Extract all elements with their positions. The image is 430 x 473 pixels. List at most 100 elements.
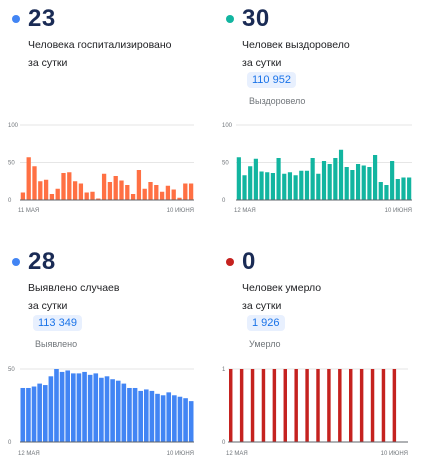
hospitalized-bar xyxy=(32,166,37,200)
recovered-y-tick-label: 100 xyxy=(222,123,233,129)
cases-y-tick-label: 50 xyxy=(8,367,15,373)
deaths-x-start-label: 12 МАЯ xyxy=(226,451,248,457)
hospitalized-bar xyxy=(125,185,130,200)
hospitalized-bar xyxy=(188,183,194,200)
deaths-bar xyxy=(272,369,277,442)
cases-bar xyxy=(110,379,115,442)
cases-bar xyxy=(115,380,121,442)
cases-bar xyxy=(104,376,110,442)
hospitalized-bar xyxy=(183,183,188,200)
cases-bar xyxy=(188,401,194,442)
recovered-bar xyxy=(259,171,264,200)
recovered-bar xyxy=(287,172,293,200)
recovered-bar xyxy=(361,165,366,200)
recovered-x-end-label: 10 ИЮНЯ xyxy=(385,208,412,214)
deaths-bar xyxy=(392,369,397,442)
cases-bar xyxy=(54,369,59,442)
cases-bar xyxy=(183,398,188,442)
hospitalized-header: 23 xyxy=(8,2,56,36)
hospitalized-panel: 23 Человека госпитализировано за сутки 1… xyxy=(8,0,208,230)
cases-total-label: Выявлено xyxy=(35,339,78,349)
deaths-header: 0 xyxy=(222,245,256,279)
hospitalized-bar xyxy=(72,181,78,200)
recovered-dot-icon xyxy=(226,15,234,23)
recovered-bar xyxy=(310,158,315,200)
hospitalized-bar xyxy=(107,182,113,200)
recovered-y-tick-label: 50 xyxy=(222,161,229,167)
cases-bar xyxy=(138,390,143,442)
recovered-bar xyxy=(390,161,395,200)
recovered-bar xyxy=(378,182,383,200)
hospitalized-bar xyxy=(171,189,176,200)
recovered-header: 30 xyxy=(222,2,270,36)
recovered-bar xyxy=(265,172,270,200)
cases-chart: 50 0 12 МАЯ 10 ИЮНЯ xyxy=(8,367,194,457)
deaths-bar xyxy=(381,369,386,442)
recovered-bar xyxy=(367,167,372,200)
deaths-bar xyxy=(370,369,375,442)
hospitalized-bar xyxy=(113,176,118,200)
recovered-bar xyxy=(236,157,241,200)
cases-bar xyxy=(82,371,87,442)
deaths-x-end-label: 10 ИЮНЯ xyxy=(381,451,408,457)
deaths-bar xyxy=(338,369,342,442)
hospitalized-caption-line1: Человека госпитализировано xyxy=(28,39,172,51)
hospitalized-bar xyxy=(26,157,31,200)
cases-bar xyxy=(93,373,99,442)
cases-x-end-label: 10 ИЮНЯ xyxy=(167,451,194,457)
cases-bar xyxy=(155,393,160,442)
deaths-total: 1 926 xyxy=(247,315,285,331)
cases-bar xyxy=(71,373,76,442)
recovered-bar xyxy=(384,185,389,200)
cases-bar xyxy=(143,389,149,442)
hospitalized-bar xyxy=(38,181,43,200)
cases-bar xyxy=(42,385,48,442)
hospitalized-caption: Человека госпитализировано за сутки xyxy=(28,36,172,72)
recovered-bar xyxy=(327,164,332,200)
hospitalized-bar xyxy=(154,185,159,200)
hospitalized-bar xyxy=(136,170,142,200)
deaths-total-label: Умерло xyxy=(249,339,281,349)
hospitalized-bar xyxy=(96,198,101,200)
recovered-bar xyxy=(299,170,304,200)
recovered-bar xyxy=(242,175,247,200)
cases-bar xyxy=(26,387,31,442)
cases-bar xyxy=(76,373,82,442)
deaths-bar xyxy=(283,369,287,442)
cases-caption: Выявлено случаев за сутки xyxy=(28,279,119,315)
deaths-value: 0 xyxy=(242,248,256,275)
deaths-y-tick-label: 1 xyxy=(222,367,226,373)
cases-bar xyxy=(59,371,65,442)
recovered-bar xyxy=(338,149,344,200)
recovered-bar xyxy=(333,158,338,200)
recovered-caption-line2: за сутки xyxy=(242,57,282,69)
recovered-caption-line1: Человек выздоровело xyxy=(242,39,350,51)
hospitalized-bar xyxy=(101,173,107,200)
cases-total: 113 349 xyxy=(33,315,82,331)
recovered-bar xyxy=(355,164,361,200)
recovered-bar xyxy=(344,167,349,200)
cases-header: 28 xyxy=(8,245,56,279)
deaths-bar xyxy=(327,369,331,442)
cases-bar xyxy=(37,383,42,442)
deaths-caption-line1: Человек умерло xyxy=(242,282,322,294)
hospitalized-dot-icon xyxy=(12,15,20,23)
recovered-x-start-label: 12 МАЯ xyxy=(234,208,256,214)
hospitalized-y-tick-label: 100 xyxy=(8,123,19,129)
recovered-total: 110 952 xyxy=(247,72,296,88)
cases-bar xyxy=(48,376,54,442)
hospitalized-y-tick-label: 0 xyxy=(8,198,12,204)
cases-bar xyxy=(172,395,177,442)
recovered-bar xyxy=(253,158,258,200)
hospitalized-y-tick-label: 50 xyxy=(8,161,15,167)
cases-bar xyxy=(99,377,104,442)
cases-value: 28 xyxy=(28,248,56,275)
cases-bar xyxy=(166,392,172,442)
cases-bar xyxy=(20,387,26,442)
deaths-bar xyxy=(294,369,298,442)
recovered-bar xyxy=(321,161,327,200)
recovered-y-tick-label: 0 xyxy=(222,198,226,204)
recovered-total-label: Выздоровело xyxy=(249,96,306,106)
deaths-dot-icon xyxy=(226,258,234,266)
hospitalized-bar xyxy=(159,191,165,200)
